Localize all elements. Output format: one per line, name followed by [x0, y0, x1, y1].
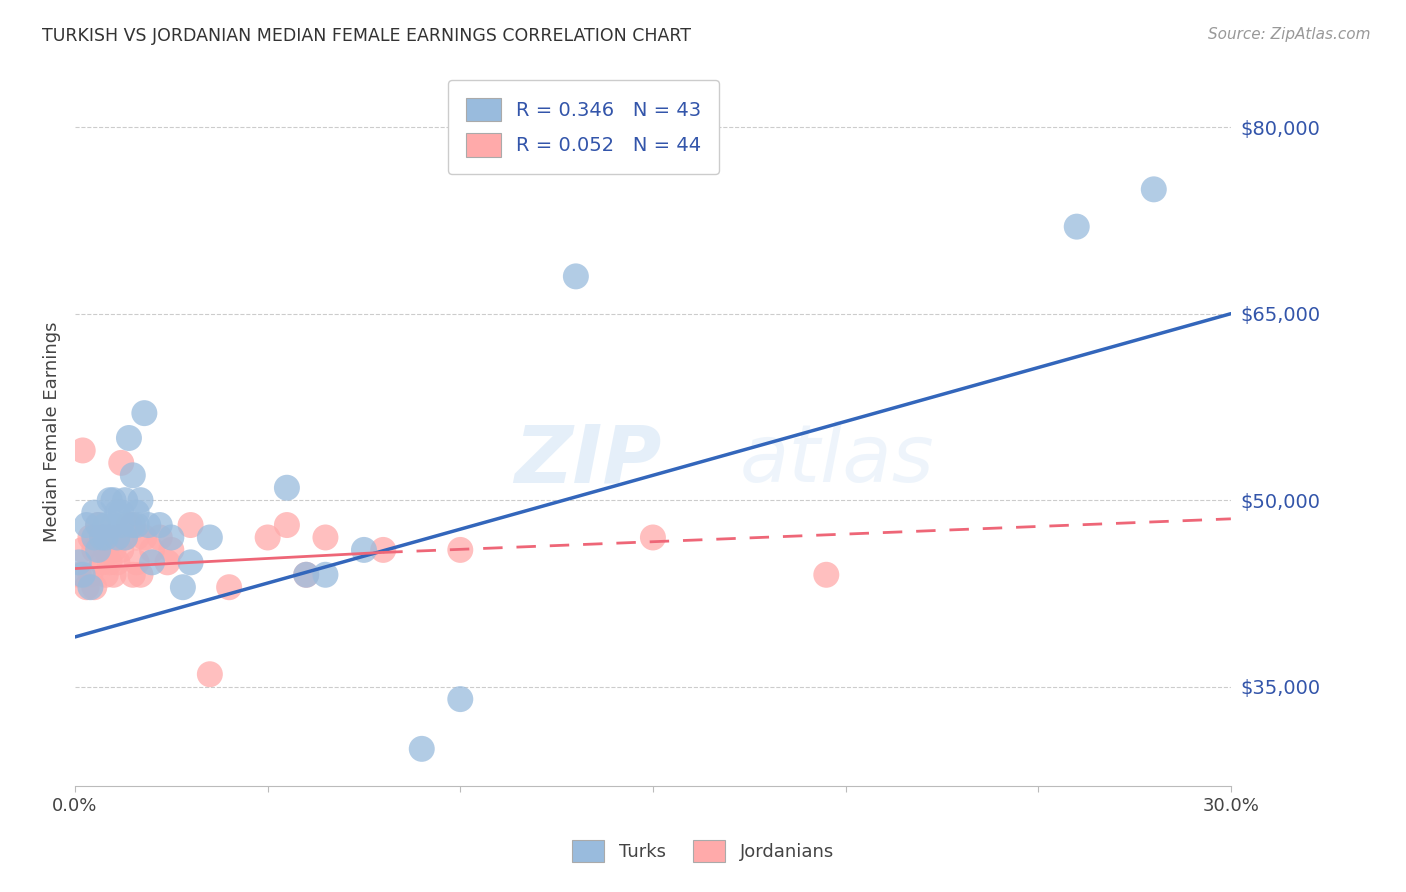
Point — [256, 531, 278, 545]
Point — [87, 518, 110, 533]
Point — [449, 692, 471, 706]
Point — [118, 431, 141, 445]
Point — [94, 542, 117, 557]
Point — [79, 580, 101, 594]
Point — [276, 481, 298, 495]
Point — [314, 531, 336, 545]
Point — [134, 406, 156, 420]
Point — [83, 580, 105, 594]
Point — [218, 580, 240, 594]
Point — [118, 518, 141, 533]
Point — [103, 518, 125, 533]
Point — [121, 567, 143, 582]
Point — [83, 531, 105, 545]
Point — [160, 531, 183, 545]
Point — [129, 567, 152, 582]
Point — [67, 567, 90, 582]
Point — [198, 667, 221, 681]
Text: TURKISH VS JORDANIAN MEDIAN FEMALE EARNINGS CORRELATION CHART: TURKISH VS JORDANIAN MEDIAN FEMALE EARNI… — [42, 27, 692, 45]
Text: Source: ZipAtlas.com: Source: ZipAtlas.com — [1208, 27, 1371, 42]
Point — [815, 567, 838, 582]
Point — [314, 567, 336, 582]
Point — [1066, 219, 1088, 234]
Point — [125, 518, 148, 533]
Point — [180, 518, 202, 533]
Point — [373, 542, 395, 557]
Point — [67, 555, 90, 569]
Point — [149, 531, 172, 545]
Point — [141, 555, 163, 569]
Point — [94, 567, 117, 582]
Point — [110, 506, 132, 520]
Point — [98, 555, 121, 569]
Point — [103, 567, 125, 582]
Point — [125, 531, 148, 545]
Point — [83, 542, 105, 557]
Point — [110, 542, 132, 557]
Point — [180, 555, 202, 569]
Point — [94, 518, 117, 533]
Legend: Turks, Jordanians: Turks, Jordanians — [565, 833, 841, 870]
Point — [156, 555, 179, 569]
Point — [83, 506, 105, 520]
Point — [160, 542, 183, 557]
Point — [110, 518, 132, 533]
Point — [198, 531, 221, 545]
Point — [353, 542, 375, 557]
Point — [295, 567, 318, 582]
Point — [105, 506, 128, 520]
Point — [134, 531, 156, 545]
Point — [87, 518, 110, 533]
Point — [565, 269, 588, 284]
Point — [295, 567, 318, 582]
Point — [110, 456, 132, 470]
Point — [94, 531, 117, 545]
Point — [76, 580, 98, 594]
Point — [87, 542, 110, 557]
Point — [114, 531, 136, 545]
Point — [76, 518, 98, 533]
Y-axis label: Median Female Earnings: Median Female Earnings — [44, 321, 60, 542]
Point — [114, 531, 136, 545]
Point — [98, 493, 121, 508]
Point — [136, 518, 159, 533]
Point — [91, 531, 114, 545]
Point — [79, 531, 101, 545]
Text: ZIP: ZIP — [515, 421, 662, 500]
Point — [103, 493, 125, 508]
Point — [91, 555, 114, 569]
Point — [72, 567, 94, 582]
Point — [125, 506, 148, 520]
Point — [449, 542, 471, 557]
Point — [121, 518, 143, 533]
Point — [72, 443, 94, 458]
Point — [129, 493, 152, 508]
Legend: R = 0.346   N = 43, R = 0.052   N = 44: R = 0.346 N = 43, R = 0.052 N = 44 — [449, 80, 718, 174]
Point — [149, 518, 172, 533]
Point — [121, 518, 143, 533]
Point — [411, 742, 433, 756]
Point — [91, 531, 114, 545]
Point — [72, 542, 94, 557]
Point — [105, 555, 128, 569]
Point — [121, 468, 143, 483]
Point — [641, 531, 664, 545]
Point — [105, 531, 128, 545]
Point — [114, 493, 136, 508]
Point — [125, 555, 148, 569]
Point — [103, 542, 125, 557]
Point — [105, 531, 128, 545]
Point — [79, 567, 101, 582]
Text: atlas: atlas — [740, 421, 935, 500]
Point — [141, 542, 163, 557]
Point — [172, 580, 194, 594]
Point — [98, 531, 121, 545]
Point — [1143, 182, 1166, 196]
Point — [276, 518, 298, 533]
